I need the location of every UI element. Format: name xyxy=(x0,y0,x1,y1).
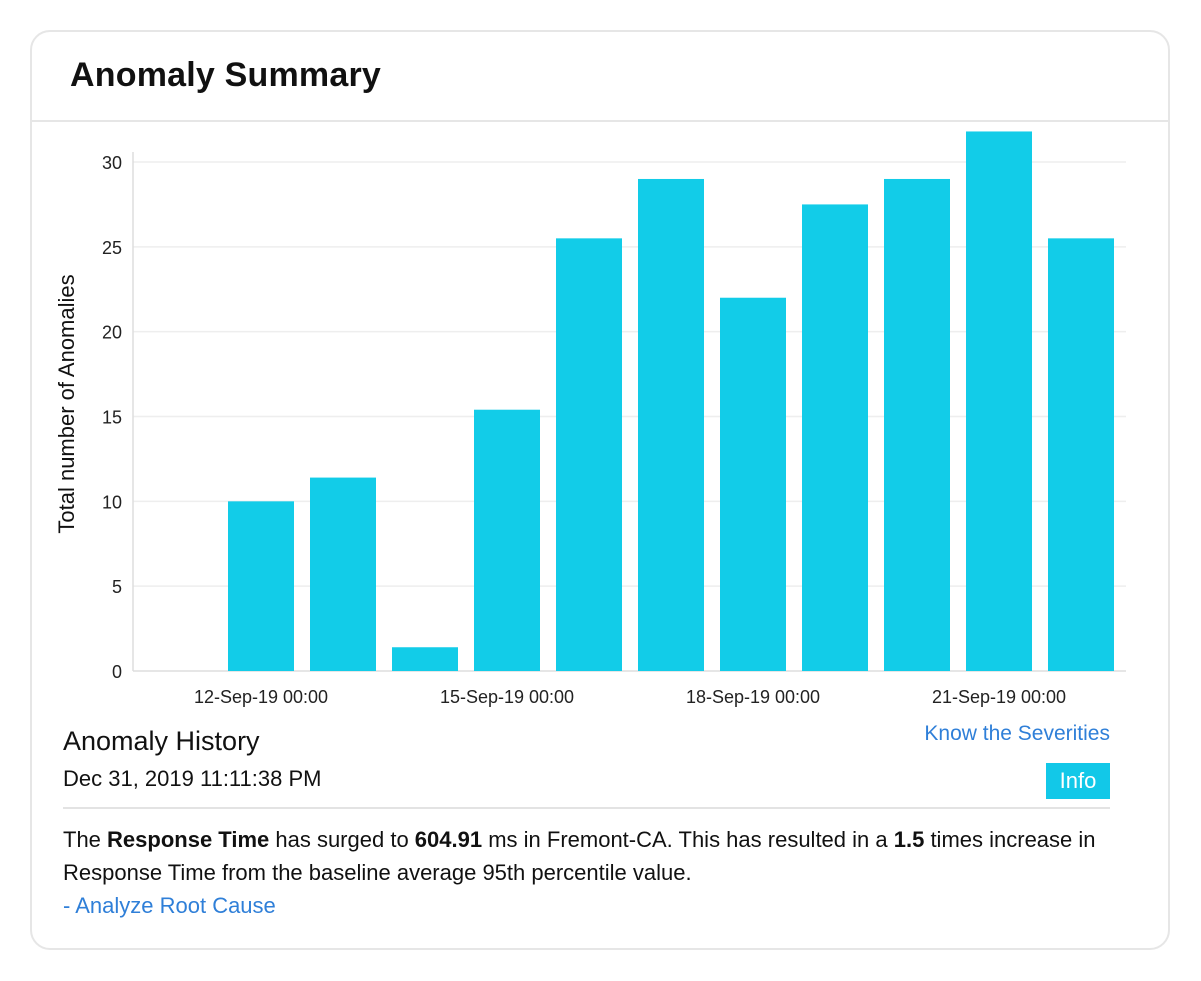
x-tick-label: 21-Sep-19 00:00 xyxy=(932,687,1066,707)
bar xyxy=(720,297,786,671)
bar xyxy=(638,178,704,671)
message-text: has surged to xyxy=(269,827,415,852)
bar xyxy=(1048,238,1114,671)
y-tick-label: 15 xyxy=(102,408,122,428)
x-tick-label: 12-Sep-19 00:00 xyxy=(194,687,328,707)
bar xyxy=(310,477,376,671)
metric-value: 604.91 xyxy=(414,827,483,852)
know-severities-link[interactable]: Know the Severities xyxy=(924,722,1110,745)
y-axis-title: Total number of Anomalies xyxy=(54,274,79,533)
y-tick-label: 0 xyxy=(112,662,122,682)
bar xyxy=(392,647,458,671)
y-tick-label: 5 xyxy=(112,577,122,597)
bar xyxy=(802,204,868,671)
y-tick-label: 25 xyxy=(102,238,122,258)
bar xyxy=(474,409,540,671)
anomaly-bar-chart: 0 5 10 15 20 25 30 12-Sep-19 00:00 15-Sep-19 00:… xyxy=(54,131,1126,707)
card-header: Anomaly Summary xyxy=(32,32,1168,122)
bar xyxy=(884,178,950,671)
history-divider xyxy=(63,807,1110,809)
y-tick-label: 30 xyxy=(102,153,122,173)
info-button[interactable]: Info xyxy=(1046,763,1110,799)
message-text: times increase in Response Time from the… xyxy=(63,827,1096,885)
analyze-root-cause-link[interactable]: - Analyze Root Cause xyxy=(63,893,276,918)
card-title: Anomaly Summary xyxy=(70,56,381,94)
message-text: ms in Fremont-CA. This has resulted in a xyxy=(482,827,894,852)
anomaly-history-title: Anomaly History xyxy=(63,726,260,756)
x-tick-label: 15-Sep-19 00:00 xyxy=(440,687,574,707)
metric-name: Response Time xyxy=(107,827,270,852)
anomaly-message: The Response Time has surged to 604.91 m… xyxy=(63,823,1103,889)
x-tick-label: 18-Sep-19 00:00 xyxy=(686,687,820,707)
message-text: The xyxy=(63,827,108,852)
bar xyxy=(556,238,622,671)
y-tick-label: 10 xyxy=(102,492,122,512)
anomaly-history-timestamp: Dec 31, 2019 11:11:38 PM xyxy=(63,766,322,791)
increase-factor: 1.5 xyxy=(893,827,925,852)
y-tick-label: 20 xyxy=(102,323,122,343)
bar xyxy=(966,131,1032,671)
bar xyxy=(228,501,294,671)
